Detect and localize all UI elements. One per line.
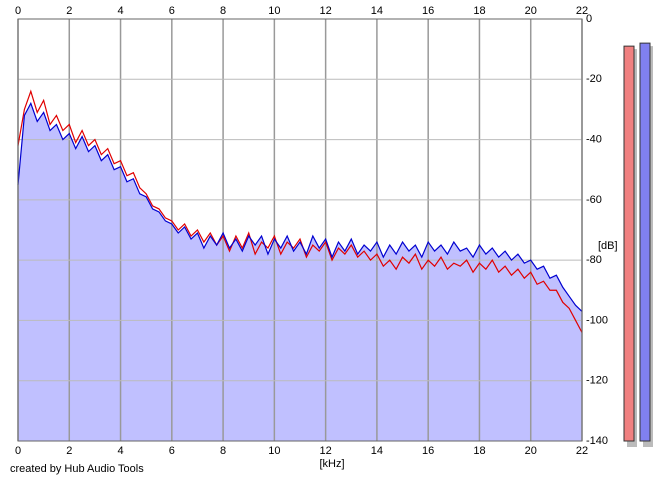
x-tick-label-top: 12 (320, 5, 332, 17)
x-tick-label-top: 8 (220, 5, 226, 17)
x-tick-label-top: 22 (576, 5, 588, 17)
x-tick-label-top: 0 (15, 5, 21, 17)
y-tick-label: -120 (586, 375, 608, 387)
x-tick-label: 6 (169, 445, 175, 457)
x-tick-label: 16 (422, 445, 434, 457)
spectrum-area (18, 103, 582, 442)
y-tick-label: -80 (586, 254, 602, 266)
y-tick-label: -140 (586, 435, 608, 447)
x-tick-label-top: 10 (268, 5, 280, 17)
y-tick-label: 0 (586, 13, 592, 25)
x-tick-label-top: 4 (117, 5, 123, 17)
x-tick-label: 0 (15, 445, 21, 457)
x-tick-label: 22 (576, 445, 588, 457)
x-tick-label: 8 (220, 445, 226, 457)
x-tick-label: 10 (268, 445, 280, 457)
y-tick-label: -100 (586, 314, 608, 326)
x-tick-label-top: 16 (422, 5, 434, 17)
y-tick-label: -60 (586, 194, 602, 206)
x-tick-label-top: 2 (66, 5, 72, 17)
footer: created by Hub Audio Tools (10, 463, 144, 475)
spectrum-line (17, 101, 583, 312)
level-meter (623, 45, 635, 442)
x-tick-label-top: 18 (473, 5, 485, 17)
x-tick-label: 12 (320, 445, 332, 457)
x-tick-label-top: 6 (169, 5, 175, 17)
x-tick-label: 2 (66, 445, 72, 457)
plot-border (17, 18, 583, 442)
y-tick-label: -40 (586, 133, 602, 145)
x-tick-label-top: 20 (525, 5, 537, 17)
x-tick-label: 14 (371, 445, 383, 457)
x-axis-label: [kHz] (319, 458, 344, 470)
x-tick-label: 18 (473, 445, 485, 457)
x-tick-label-top: 14 (371, 5, 383, 17)
x-tick-label: 20 (525, 445, 537, 457)
level-meter (639, 42, 651, 442)
spectrum-line (17, 89, 583, 333)
y-tick-label: -20 (586, 73, 602, 85)
x-tick-label: 4 (117, 445, 123, 457)
y-axis-label: [dB] (598, 240, 618, 252)
